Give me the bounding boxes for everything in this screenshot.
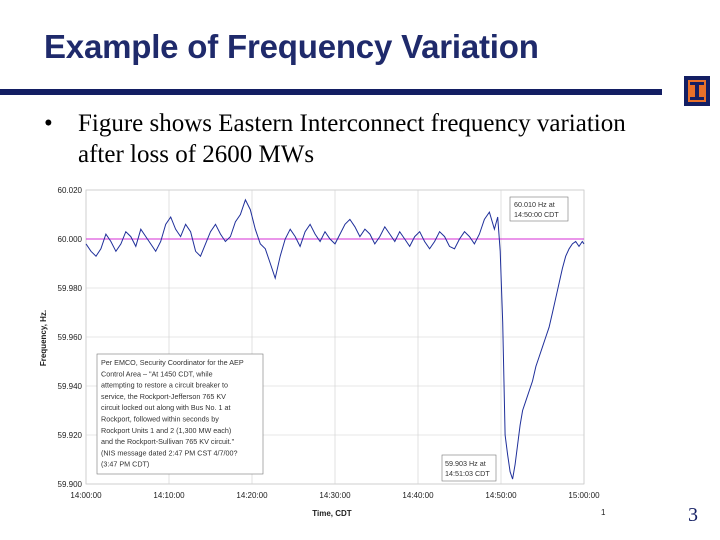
x-tick-label: 15:00:00 <box>568 491 600 500</box>
bullet-point: • Figure shows Eastern Interconnect freq… <box>44 108 638 170</box>
annotation-minimum-line-1: 59.903 Hz at <box>445 459 486 468</box>
annotation-peak: 60.010 Hz at 14:50:00 CDT <box>509 196 569 222</box>
page-number: 3 <box>688 504 698 526</box>
annotation-note-line: circuit locked out along with Bus No. 1 … <box>101 403 230 412</box>
annotation-peak-line-2: 14:50:00 CDT <box>514 210 559 219</box>
bullet-text: Figure shows Eastern Interconnect freque… <box>78 110 626 168</box>
frequency-chart: 60.020 60.000 59.980 59.960 59.940 59.920 59.9… <box>33 176 613 526</box>
y-tick-label: 59.960 <box>58 333 83 342</box>
footnote-mark: 1 <box>601 508 606 517</box>
annotation-peak-line-1: 60.010 Hz at <box>514 200 555 209</box>
x-tick-label: 14:10:00 <box>153 491 185 500</box>
x-tick-label: 14:30:00 <box>319 491 351 500</box>
annotation-note-line: Rockport, followed within seconds by <box>101 415 219 424</box>
university-logo <box>684 76 710 106</box>
annotation-note-line: Rockport Units 1 and 2 (1,300 MW each) <box>101 426 231 435</box>
annotation-note-line: Per EMCO, Security Coordinator for the A… <box>101 358 244 367</box>
x-tick-label: 14:00:00 <box>70 491 102 500</box>
annotation-minimum: 59.903 Hz at 14:51:03 CDT <box>441 454 497 482</box>
x-tick-label: 14:40:00 <box>402 491 434 500</box>
y-axis-label: Frequency, Hz. <box>39 310 48 366</box>
title-divider <box>0 89 662 95</box>
annotation-minimum-line-2: 14:51:03 CDT <box>445 469 490 478</box>
slide-title: Example of Frequency Variation <box>44 28 539 65</box>
y-tick-label: 59.980 <box>58 284 83 293</box>
frequency-series-line <box>85 198 585 480</box>
x-tick-label: 14:50:00 <box>485 491 517 500</box>
y-tick-label: 59.920 <box>58 431 83 440</box>
annotation-note: Per EMCO, Security Coordinator for the A… <box>96 353 264 475</box>
annotation-note-line: (NIS message dated 2:47 PM CST 4/7/00? <box>101 448 238 457</box>
annotation-note-line: service, the Rockport-Jefferson 765 KV <box>101 392 226 401</box>
y-axis-ticks: 60.020 60.000 59.980 59.960 59.940 59.920 59.9… <box>58 186 83 489</box>
y-tick-label: 59.940 <box>58 382 83 391</box>
x-axis-label: Time, CDT <box>312 509 352 518</box>
annotation-note-line: attempting to restore a circuit breaker … <box>101 381 228 390</box>
y-tick-label: 59.900 <box>58 480 83 489</box>
y-tick-label: 60.000 <box>58 235 83 244</box>
x-tick-label: 14:20:00 <box>236 491 268 500</box>
annotation-note-line: Control Area – "At 1450 CDT, while <box>101 369 213 378</box>
y-tick-label: 60.020 <box>58 186 83 195</box>
annotation-note-line: (3:47 PM CDT) <box>101 460 149 469</box>
x-axis-ticks: 14:00:00 14:10:00 14:20:00 14:30:00 14:40:00… <box>70 491 600 500</box>
bullet-marker: • <box>44 110 53 137</box>
annotation-note-line: and the Rockport-Sullivan 765 KV circuit… <box>101 437 235 446</box>
